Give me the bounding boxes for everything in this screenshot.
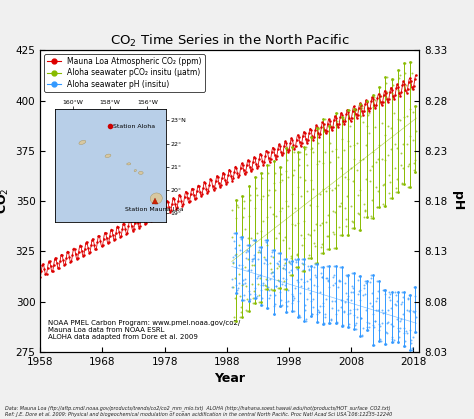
Title: CO$_2$ Time Series in the North Pacific: CO$_2$ Time Series in the North Pacific <box>110 33 350 49</box>
Text: NOAA PMEL Carbon Program: www.pmel.noaa.gov/co2/
Mauna Loa data from NOAA ESRL
A: NOAA PMEL Carbon Program: www.pmel.noaa.… <box>48 320 240 340</box>
X-axis label: Year: Year <box>214 372 246 385</box>
Ellipse shape <box>138 171 143 174</box>
Text: Station Mauna Loa: Station Mauna Loa <box>125 207 184 212</box>
Y-axis label: CO$_2$: CO$_2$ <box>0 188 11 215</box>
Ellipse shape <box>105 154 111 158</box>
Text: Data: Mauna Loa (ftp://aftp.cmdl.noaa.gov/products/trends/co2/co2_mm_mlo.txt)  A: Data: Mauna Loa (ftp://aftp.cmdl.noaa.go… <box>5 406 392 417</box>
Ellipse shape <box>150 193 162 204</box>
Legend: Mauna Loa Atmospheric CO₂ (ppm), Aloha seawater pCO₂ insitu (μatm), Aloha seawat: Mauna Loa Atmospheric CO₂ (ppm), Aloha s… <box>44 54 205 92</box>
Y-axis label: pH: pH <box>451 191 464 211</box>
Ellipse shape <box>79 140 86 145</box>
Text: Station Aloha: Station Aloha <box>113 124 155 129</box>
Ellipse shape <box>134 169 137 172</box>
Ellipse shape <box>127 163 131 165</box>
